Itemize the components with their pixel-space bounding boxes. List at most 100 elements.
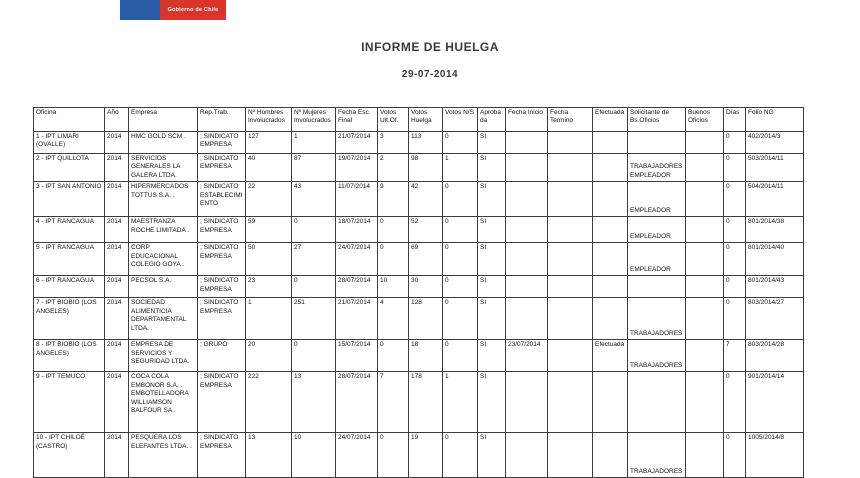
table-cell: 128 <box>408 297 443 341</box>
table-cell: 30 <box>408 275 443 299</box>
table-cell: 7 <box>377 371 409 434</box>
table-cell: 40 <box>245 152 292 183</box>
column-header: Folio NG <box>745 107 804 132</box>
table-cell: 0 <box>723 432 746 478</box>
table-cell <box>505 371 548 434</box>
table-cell: 801/2014/38 <box>745 216 804 244</box>
table-cell: TRABAJADORES <box>627 432 686 478</box>
logo-wordmark: Gobierno de Chile <box>160 0 226 20</box>
column-header: Nº Hombres Involucrados <box>245 107 292 132</box>
table-cell <box>685 297 724 341</box>
table-cell: ; SINDICATO EMPRESA <box>197 152 246 183</box>
table-cell: 2014 <box>104 152 129 183</box>
table-cell: EMPLEADOR <box>627 216 686 244</box>
table-cell: 503/2014/11 <box>745 152 804 183</box>
table-cell: HMC GOLD SCM . <box>128 131 198 154</box>
table-cell <box>627 275 686 299</box>
table-body: 1 - IPT LIMARI (OVALLE) 2014 HMC GOLD SCM … <box>33 131 804 478</box>
table-cell: EMPLEADOR <box>627 181 686 218</box>
table-row: 8 - IPT BIOBIO (LOS ANGELES) 2014 EMPRESA … <box>33 339 804 373</box>
table-cell: 24/07/2014 <box>335 432 378 478</box>
table-cell: Efectuada <box>592 339 628 373</box>
table-cell <box>685 432 724 478</box>
table-cell: 15/07/2014 <box>335 339 378 373</box>
table-cell <box>592 181 628 218</box>
table-cell <box>627 131 686 154</box>
table-cell: PESQUERA LOS ELEFANTES LTDA. . <box>128 432 198 478</box>
table-cell: ; SINDICATO EMPRESA <box>197 242 246 277</box>
table-cell: COCA COLA EMBONOR S.A. . EMBOTELLADORA W… <box>128 371 198 434</box>
table-cell: 0 <box>723 242 746 277</box>
table-cell: 0 <box>442 275 478 299</box>
table-cell: PECSOL S.A. <box>128 275 198 299</box>
table-cell: SI <box>477 152 506 183</box>
column-header: Rep.Trab. <box>197 107 246 132</box>
table-cell: 1 <box>291 131 336 154</box>
table-cell <box>505 297 548 341</box>
column-header: Nº Mujeres Involucrados <box>291 107 336 132</box>
table-cell <box>505 152 548 183</box>
table-cell <box>592 216 628 244</box>
table-cell: 87 <box>291 152 336 183</box>
table-cell: ; SINDICATO EMPRESA <box>197 297 246 341</box>
table-cell: 11/07/2014 <box>335 181 378 218</box>
column-header: Votos Ult.Of. <box>377 107 409 132</box>
table-cell: MAESTRANZA ROCHE LIMITADA . <box>128 216 198 244</box>
table-cell: 22 <box>245 181 292 218</box>
table-cell: 59 <box>245 216 292 244</box>
table-cell: 803/2014/28 <box>745 339 804 373</box>
table-cell: 1005/2014/8 <box>745 432 804 478</box>
table-cell <box>592 371 628 434</box>
table-cell: 13 <box>245 432 292 478</box>
column-header: Efectuada <box>592 107 628 132</box>
table-cell: 2014 <box>104 242 129 277</box>
table-cell: 0 <box>377 339 409 373</box>
table-cell: SI <box>477 371 506 434</box>
table-cell <box>685 275 724 299</box>
table-cell <box>592 432 628 478</box>
table-cell: 23 <box>245 275 292 299</box>
table-cell: 1 <box>442 152 478 183</box>
table-cell: 20 <box>245 339 292 373</box>
table-cell: 0 <box>723 371 746 434</box>
table-cell: 1 - IPT LIMARI (OVALLE) <box>33 131 105 154</box>
table-cell: CORP EDUCACIONAL COLEGIO GOYA . <box>128 242 198 277</box>
table-row: 10 - IPT CHILOÉ (CASTRO) 2014 PESQUERA LOS… <box>33 432 804 478</box>
table-cell <box>685 242 724 277</box>
table-cell <box>685 371 724 434</box>
column-header: Votos N/S <box>442 107 478 132</box>
table-cell <box>505 216 548 244</box>
table-cell: 18 <box>408 339 443 373</box>
table-cell: 504/2014/11 <box>745 181 804 218</box>
table-cell: 2 - IPT QUILLOTA <box>33 152 105 183</box>
table-cell: 4 - IPT RANCAGUA <box>33 216 105 244</box>
table-cell: 803/2014/27 <box>745 297 804 341</box>
table-cell <box>685 216 724 244</box>
table-cell: 6 - IPT RANCAGUA <box>33 275 105 299</box>
table-cell: 0 <box>377 432 409 478</box>
table-cell: 7 <box>723 339 746 373</box>
table-cell: 0 <box>442 181 478 218</box>
table-cell: 0 <box>442 339 478 373</box>
table-cell: 9 <box>377 181 409 218</box>
table-cell: ; SINDICATO ESTABLECIMIENTO <box>197 181 246 218</box>
table-cell: 0 <box>442 432 478 478</box>
table-cell: 801/2014/43 <box>745 275 804 299</box>
table-cell <box>505 432 548 478</box>
table-cell: 7 - IPT BIOBIO (LOS ANGELES) <box>33 297 105 341</box>
table-cell: TRABAJADORES <box>627 339 686 373</box>
column-header: Fecha Inicio <box>505 107 548 132</box>
table-cell: 10 <box>377 275 409 299</box>
table-cell <box>592 152 628 183</box>
table-header-row: Oficina Año Empresa Rep.Trab. Nº Hombres Inv… <box>33 107 804 132</box>
table-cell <box>547 297 593 341</box>
table-cell: 0 <box>723 275 746 299</box>
table-cell <box>627 371 686 434</box>
table-cell: 23/07/2014 <box>505 339 548 373</box>
table-cell: 0 <box>291 216 336 244</box>
table-cell: SI <box>477 432 506 478</box>
table-row: 1 - IPT LIMARI (OVALLE) 2014 HMC GOLD SCM … <box>33 131 804 154</box>
table-cell: SERVICIOS GENERALES LA GALERA LTDA. <box>128 152 198 183</box>
table-cell: 10 <box>291 432 336 478</box>
table-cell: 113 <box>408 131 443 154</box>
